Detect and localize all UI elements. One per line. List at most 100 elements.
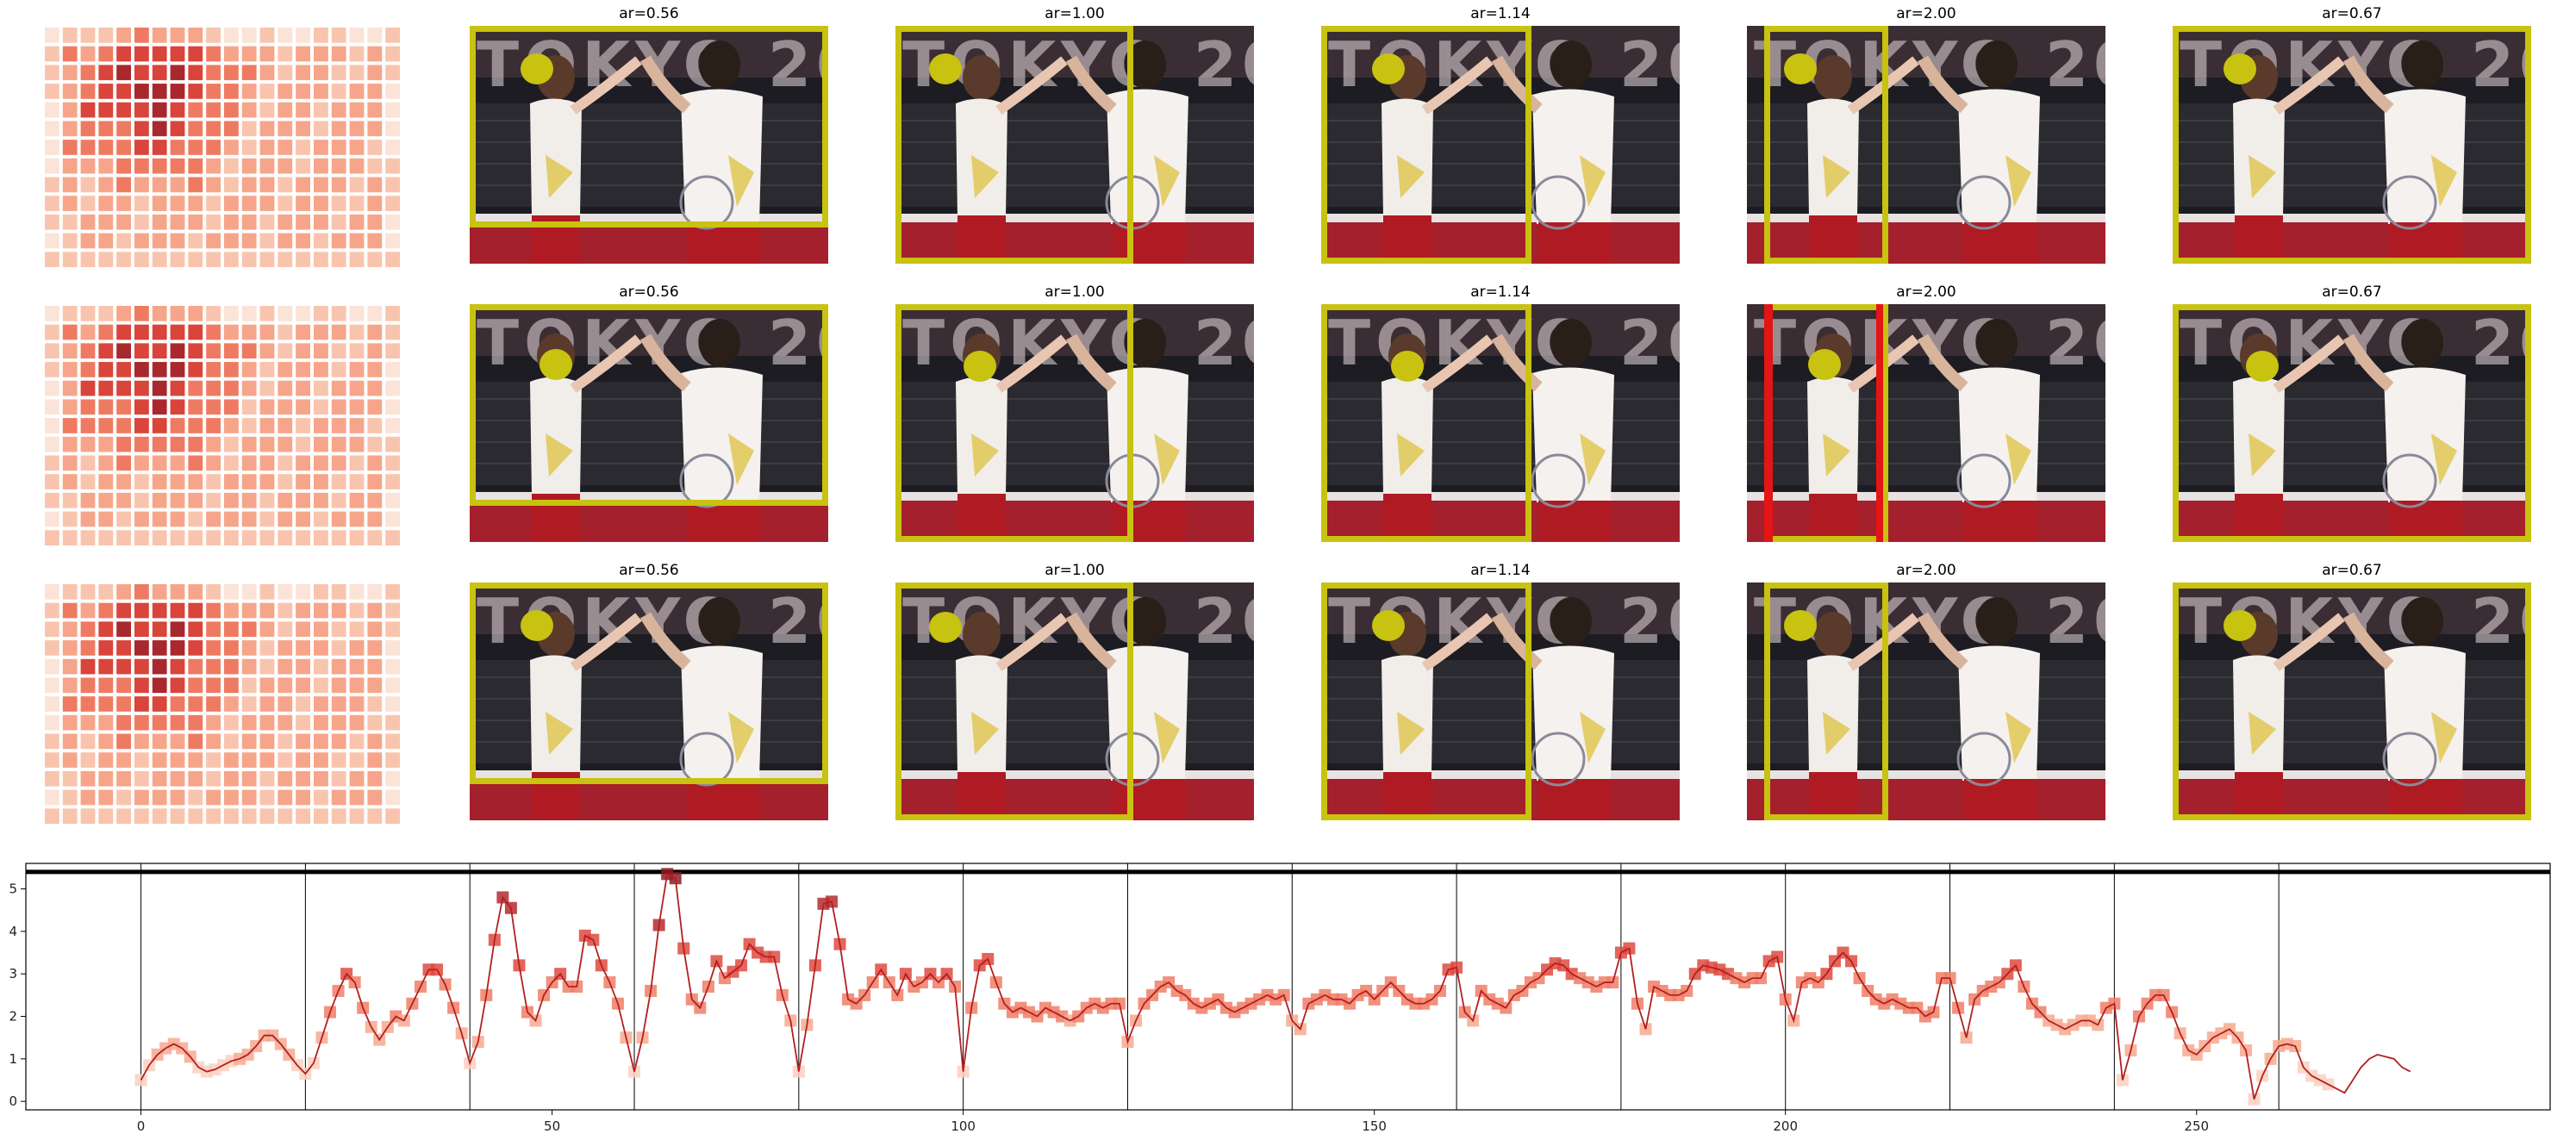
heatmap-cell bbox=[62, 492, 78, 508]
heatmap-cell bbox=[367, 658, 383, 675]
heatmap-cell bbox=[296, 380, 310, 396]
crop-box bbox=[470, 582, 828, 784]
heatmap-cell bbox=[241, 214, 257, 230]
y-tick-label: 3 bbox=[9, 966, 17, 981]
x-tick-label: 200 bbox=[1773, 1118, 1798, 1134]
heatmap-cell bbox=[259, 492, 275, 508]
heatmap-cell bbox=[349, 196, 365, 211]
heatmap-cell bbox=[367, 65, 383, 81]
heatmap-cell bbox=[80, 306, 96, 321]
heatmap-cell bbox=[296, 324, 310, 340]
heatmap-cell bbox=[134, 789, 149, 806]
heatmap-cell bbox=[385, 511, 400, 527]
heatmap-cell bbox=[152, 752, 167, 768]
heatmap-cell bbox=[349, 380, 365, 396]
face-marker bbox=[2246, 351, 2279, 382]
heatmap-cell bbox=[385, 602, 400, 619]
heatmap-cell bbox=[278, 399, 293, 415]
heatmap-cell bbox=[241, 789, 257, 806]
heatmap-cell bbox=[206, 789, 221, 806]
heatmap-cell bbox=[296, 399, 310, 415]
heatmap-cell bbox=[224, 324, 239, 340]
face-marker bbox=[2224, 53, 2256, 84]
heatmap-cell bbox=[98, 343, 114, 359]
heatmap-cell bbox=[385, 28, 400, 43]
heatmap-cell bbox=[259, 214, 275, 230]
heatmap-cell bbox=[296, 621, 310, 638]
heatmap-cell bbox=[98, 640, 114, 656]
heatmap-cell bbox=[170, 714, 185, 731]
heatmap-cell bbox=[188, 158, 203, 174]
heatmap-cell bbox=[188, 770, 203, 787]
heatmap-cell bbox=[278, 621, 293, 638]
heatmap-cell bbox=[385, 380, 400, 396]
heatmap-cell bbox=[45, 324, 59, 340]
heatmap-cell bbox=[241, 808, 257, 824]
heatmap-cell bbox=[98, 28, 114, 43]
heatmap-cell bbox=[170, 511, 185, 527]
heatmap-cell bbox=[116, 584, 131, 600]
heatmap-cell bbox=[98, 380, 114, 396]
heatmap-cell bbox=[152, 214, 167, 230]
heatmap-cell bbox=[385, 252, 400, 267]
heatmap-cell bbox=[80, 436, 96, 452]
heatmap-cell bbox=[314, 658, 328, 675]
heatmap-cell bbox=[206, 752, 221, 768]
heatmap-cell bbox=[80, 233, 96, 249]
heatmap-cell bbox=[331, 177, 346, 193]
heatmap-cell bbox=[349, 177, 365, 193]
heatmap-cell bbox=[314, 492, 328, 508]
heatmap-cell bbox=[206, 602, 221, 619]
heatmap-cell bbox=[331, 733, 346, 750]
heatmap-cell bbox=[259, 677, 275, 694]
heatmap-cell bbox=[296, 770, 310, 787]
heatmap-cell bbox=[188, 65, 203, 81]
heatmap-cell bbox=[188, 530, 203, 545]
aspect-ratio-label: ar=0.56 bbox=[619, 283, 679, 301]
heatmap-cell bbox=[349, 621, 365, 638]
heatmap-cell bbox=[98, 474, 114, 489]
heatmap-cell bbox=[80, 46, 96, 62]
heatmap-cell bbox=[314, 640, 328, 656]
heatmap-cell bbox=[206, 214, 221, 230]
heatmap-cell bbox=[296, 362, 310, 377]
y-tick-label: 2 bbox=[9, 1009, 17, 1025]
heatmap-cell bbox=[349, 252, 365, 267]
heatmap-cell bbox=[206, 28, 221, 43]
heatmap-cell bbox=[80, 530, 96, 545]
heatmap-cell bbox=[349, 511, 365, 527]
heatmap-cell bbox=[206, 196, 221, 211]
heatmap-cell bbox=[331, 362, 346, 377]
heatmap-cell bbox=[349, 28, 365, 43]
heatmap-cell bbox=[45, 46, 59, 62]
heatmap-cell bbox=[296, 46, 310, 62]
heatmap-cell bbox=[241, 343, 257, 359]
heatmap-cell bbox=[170, 102, 185, 118]
heatmap-cell bbox=[278, 714, 293, 731]
heatmap-cell bbox=[259, 324, 275, 340]
heatmap-cell bbox=[45, 455, 59, 471]
heatmap-cell bbox=[134, 492, 149, 508]
heatmap-cell bbox=[385, 752, 400, 768]
heatmap-cell bbox=[45, 102, 59, 118]
aspect-ratio-label: ar=2.00 bbox=[1896, 5, 1956, 22]
heatmap-cell bbox=[241, 65, 257, 81]
aspect-ratio-label: ar=2.00 bbox=[1896, 562, 1956, 579]
crop-box bbox=[470, 304, 828, 506]
heatmap-cell bbox=[296, 84, 310, 99]
heatmap-cell bbox=[385, 177, 400, 193]
heatmap-cell bbox=[116, 492, 131, 508]
heatmap-cell bbox=[224, 84, 239, 99]
heatmap-cell bbox=[385, 584, 400, 600]
heatmap-cell bbox=[385, 677, 400, 694]
heatmap-cell bbox=[116, 602, 131, 619]
heatmap-cell bbox=[62, 808, 78, 824]
heatmap-cell bbox=[152, 492, 167, 508]
heatmap-cell bbox=[170, 140, 185, 155]
heatmap-cell bbox=[241, 84, 257, 99]
heatmap-cell bbox=[188, 696, 203, 712]
heatmap-cell bbox=[241, 121, 257, 137]
photo-scene: TOKYO 2020 bbox=[1747, 304, 2105, 542]
heatmap-cell bbox=[385, 789, 400, 806]
heatmap-cell bbox=[170, 233, 185, 249]
